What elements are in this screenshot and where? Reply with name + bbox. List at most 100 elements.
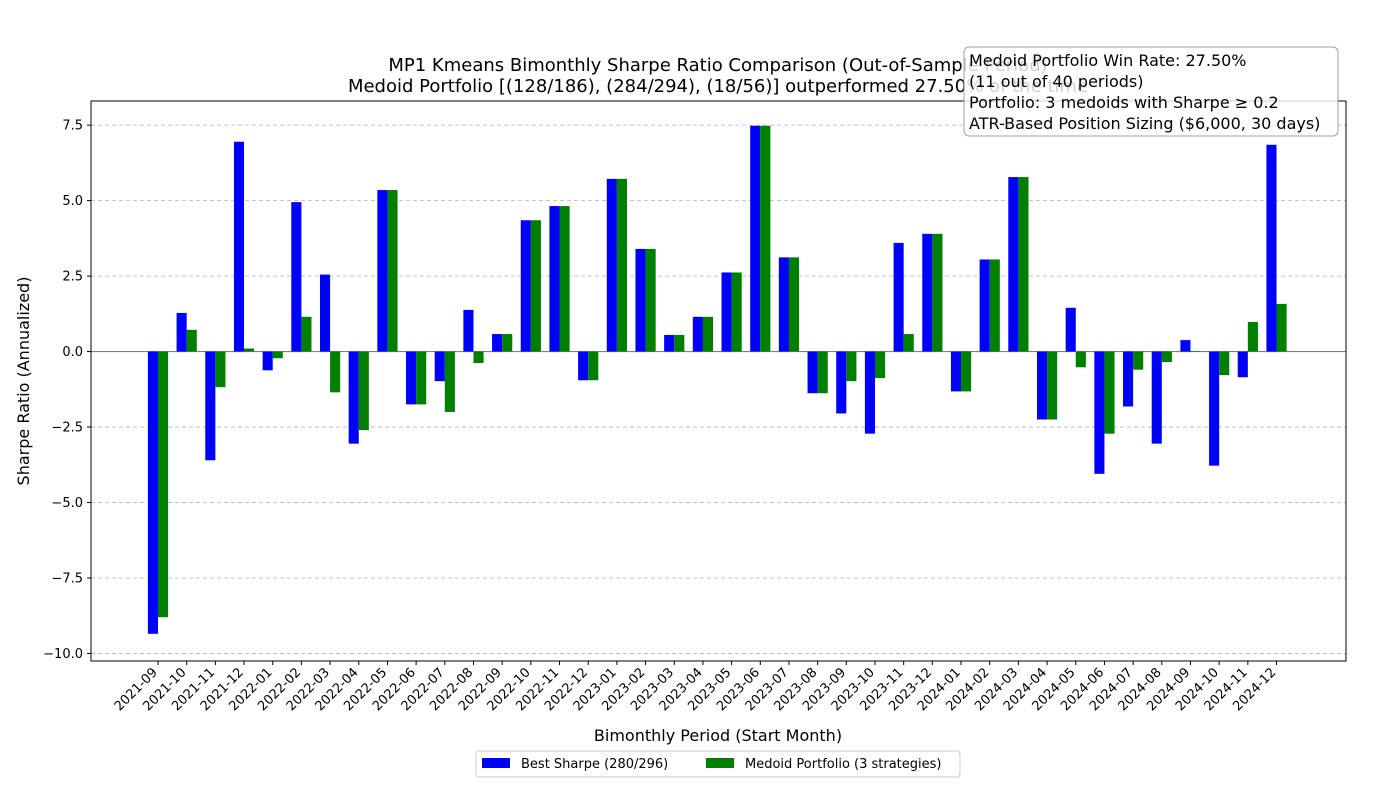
bar-best-sharpe <box>377 190 388 352</box>
bar-best-sharpe <box>1036 351 1048 420</box>
legend: Best Sharpe (280/296) Medoid Portfolio (… <box>475 750 961 778</box>
bar-medoid-portfolio <box>817 351 828 394</box>
bar-medoid-portfolio <box>702 316 714 352</box>
bar-best-sharpe <box>836 351 847 414</box>
bar-medoid-portfolio <box>559 206 570 352</box>
y-tick-label: 7.5 <box>62 119 83 134</box>
bar-medoid-portfolio <box>1047 351 1058 420</box>
bar-medoid-portfolio <box>588 351 599 381</box>
bar-group <box>147 125 1287 634</box>
bar-medoid-portfolio <box>616 178 627 352</box>
bar-medoid-portfolio <box>1276 303 1287 352</box>
bar-medoid-portfolio <box>1219 351 1230 376</box>
bar-medoid-portfolio <box>731 272 742 352</box>
y-tick-label: 0.0 <box>62 345 83 360</box>
bar-best-sharpe <box>176 312 187 352</box>
bar-medoid-portfolio <box>416 351 427 405</box>
bar-best-sharpe <box>692 316 703 352</box>
annotation-line: ATR-Based Position Sizing ($6,000, 30 da… <box>969 114 1320 133</box>
bar-medoid-portfolio <box>760 125 771 352</box>
y-tick-label: −2.5 <box>51 421 83 436</box>
bar-medoid-portfolio <box>1190 350 1201 352</box>
y-tick-label: −5.0 <box>51 496 83 511</box>
bar-best-sharpe <box>721 272 732 352</box>
bar-medoid-portfolio <box>301 316 312 352</box>
bar-medoid-portfolio <box>272 351 283 359</box>
bar-best-sharpe <box>578 351 589 381</box>
bar-best-sharpe <box>205 351 216 461</box>
bar-medoid-portfolio <box>846 351 857 382</box>
bar-best-sharpe <box>520 220 531 352</box>
bar-medoid-portfolio <box>530 220 541 352</box>
bar-medoid-portfolio <box>645 248 656 352</box>
bar-best-sharpe <box>492 334 503 352</box>
bar-medoid-portfolio <box>788 257 800 352</box>
chart-subtitle: Medoid Portfolio [(128/186), (284/294), … <box>348 76 1088 97</box>
y-axis-label: Sharpe Ratio (Annualized) <box>14 277 33 486</box>
bar-best-sharpe <box>1065 307 1076 352</box>
bar-medoid-portfolio <box>961 351 972 392</box>
x-axis-ticks: 2021-092021-102021-112021-122022-012022-… <box>112 661 1279 714</box>
legend-label-medoid-portfolio: Medoid Portfolio (3 strategies) <box>745 757 942 772</box>
bar-medoid-portfolio <box>1075 351 1086 368</box>
bar-best-sharpe <box>549 206 560 352</box>
bar-medoid-portfolio <box>330 351 341 393</box>
y-tick-label: −7.5 <box>51 571 83 586</box>
bar-medoid-portfolio <box>1161 351 1172 363</box>
bar-medoid-portfolio <box>244 348 255 352</box>
bar-best-sharpe <box>807 351 818 394</box>
bar-best-sharpe <box>635 248 646 352</box>
bar-best-sharpe <box>950 351 962 392</box>
bar-medoid-portfolio <box>444 351 455 412</box>
y-tick-label: −10.0 <box>43 647 83 662</box>
y-tick-label: 2.5 <box>62 270 83 285</box>
annotation-box <box>963 46 1339 137</box>
bar-best-sharpe <box>893 242 904 352</box>
bar-medoid-portfolio <box>989 259 1000 352</box>
plot-area <box>90 100 1347 662</box>
bar-best-sharpe <box>233 141 245 352</box>
bar-medoid-portfolio <box>473 351 484 364</box>
bar-medoid-portfolio <box>1104 351 1115 434</box>
win-rate-annotation: Medoid Portfolio Win Rate: 27.50% (11 ou… <box>963 46 1339 137</box>
bar-best-sharpe <box>147 351 158 634</box>
bar-best-sharpe <box>606 178 617 352</box>
bar-best-sharpe <box>664 334 675 352</box>
bar-medoid-portfolio <box>674 334 685 352</box>
chart-title: MP1 Kmeans Bimonthly Sharpe Ratio Compar… <box>388 55 1047 76</box>
bar-medoid-portfolio <box>903 334 914 352</box>
bar-best-sharpe <box>1094 351 1105 474</box>
y-tick-label: 5.0 <box>62 194 83 209</box>
bar-best-sharpe <box>1008 177 1019 352</box>
annotation-line: Medoid Portfolio Win Rate: 27.50% <box>969 51 1247 70</box>
bar-best-sharpe <box>291 202 302 352</box>
bar-medoid-portfolio <box>1018 177 1029 352</box>
bar-best-sharpe <box>1180 340 1191 352</box>
bar-best-sharpe <box>922 233 933 352</box>
annotation-line: Portfolio: 3 medoids with Sharpe ≥ 0.2 <box>969 93 1279 112</box>
bar-best-sharpe <box>1151 351 1162 444</box>
bar-best-sharpe <box>262 351 273 371</box>
bar-best-sharpe <box>1237 351 1248 378</box>
bar-best-sharpe <box>750 125 761 352</box>
bar-medoid-portfolio <box>358 351 369 431</box>
y-axis-ticks: −10.0 −7.5 −5.0 −2.5 0.0 2.5 5.0 7.5 <box>43 119 91 662</box>
bar-best-sharpe <box>319 274 331 352</box>
bar-medoid-portfolio <box>875 351 886 379</box>
bar-best-sharpe <box>406 351 417 405</box>
bar-best-sharpe <box>463 309 474 352</box>
bar-medoid-portfolio <box>387 190 398 352</box>
bar-medoid-portfolio <box>502 334 513 352</box>
bar-medoid-portfolio <box>1247 321 1258 352</box>
bar-medoid-portfolio <box>158 351 169 618</box>
bar-best-sharpe <box>434 351 445 382</box>
bar-best-sharpe <box>1266 144 1277 352</box>
legend-swatch-medoid-portfolio <box>706 758 734 768</box>
legend-swatch-best-sharpe <box>482 758 510 768</box>
bar-medoid-portfolio <box>215 351 226 388</box>
x-axis-label: Bimonthly Period (Start Month) <box>594 726 842 745</box>
bar-best-sharpe <box>1123 351 1134 407</box>
bar-best-sharpe <box>979 259 990 352</box>
bar-medoid-portfolio <box>932 233 943 352</box>
